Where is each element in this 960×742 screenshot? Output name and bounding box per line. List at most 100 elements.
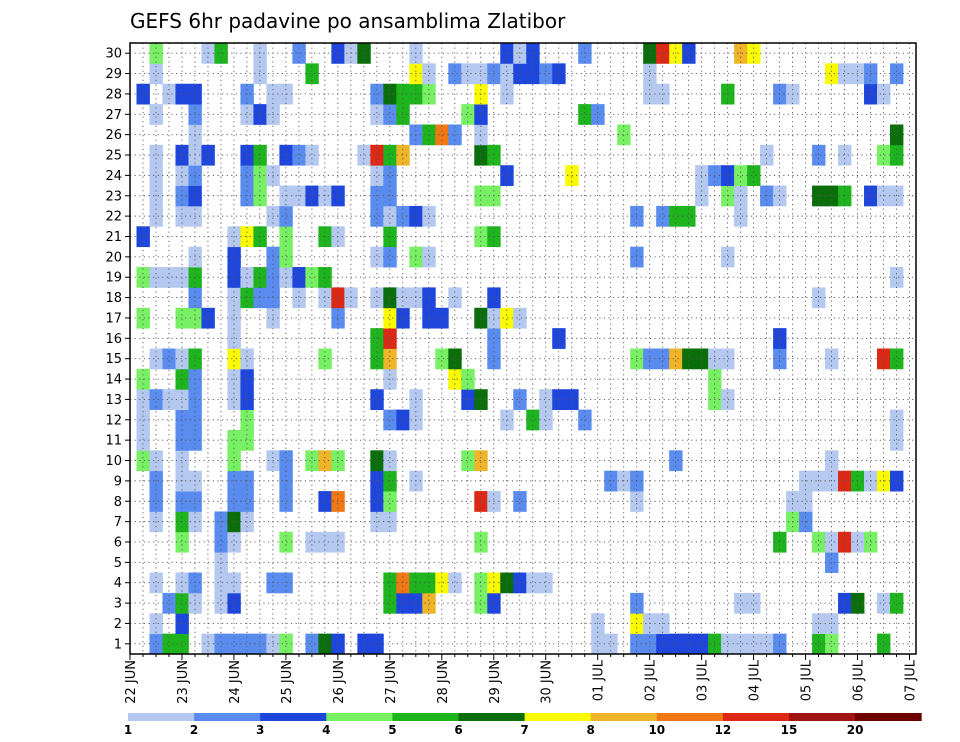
- heatmap-cell: [318, 531, 332, 553]
- heatmap-cell: [253, 63, 267, 85]
- y-tick-label: 19: [105, 271, 122, 286]
- heatmap-cell: [227, 450, 241, 472]
- heatmap-cell: [214, 531, 228, 553]
- x-tick-label: 07 JUL: [904, 659, 919, 701]
- y-tick-label: 22: [105, 210, 122, 225]
- heatmap-cell: [292, 267, 306, 288]
- heatmap-cell: [370, 144, 384, 166]
- heatmap-cell: [318, 491, 332, 512]
- heatmap-cell: [279, 633, 293, 655]
- legend-label: 20: [847, 723, 864, 737]
- heatmap-cell: [747, 633, 761, 655]
- heatmap-cell: [474, 592, 488, 614]
- y-tick-label: 23: [105, 189, 122, 204]
- heatmap-cell: [279, 450, 293, 472]
- heatmap-cell: [513, 63, 527, 85]
- heatmap-cell: [461, 389, 475, 410]
- heatmap-cell: [656, 348, 670, 370]
- heatmap-cell: [591, 633, 605, 655]
- heatmap-cell: [825, 531, 839, 553]
- legend-label: 10: [648, 723, 665, 737]
- heatmap-cell: [526, 63, 540, 85]
- heatmap-cell: [370, 450, 384, 472]
- y-tick-label: 29: [105, 67, 122, 82]
- heatmap-cell: [474, 389, 488, 410]
- heatmap-cell: [240, 165, 254, 186]
- heatmap-cell: [890, 267, 904, 288]
- heatmap-cell: [227, 267, 241, 288]
- heatmap-cell: [201, 633, 215, 655]
- heatmap-cell: [604, 633, 618, 655]
- heatmap-cell: [162, 267, 176, 288]
- heatmap-cell: [448, 287, 462, 309]
- heatmap-cell: [877, 633, 891, 655]
- heatmap-cell: [825, 348, 839, 370]
- legend-label: 1: [124, 723, 132, 737]
- heatmap-cell: [890, 124, 904, 146]
- heatmap-cell: [513, 572, 527, 594]
- heatmap-cell: [149, 205, 163, 227]
- heatmap-cell: [734, 592, 748, 614]
- legend-swatch: [789, 713, 856, 721]
- x-tick-label: 25 JUN: [280, 660, 295, 704]
- legend-label: 2: [190, 723, 198, 737]
- heatmap-cell: [227, 429, 241, 451]
- heatmap-cell: [370, 287, 384, 309]
- heatmap-cell: [136, 450, 150, 472]
- heatmap-cell: [461, 104, 475, 125]
- heatmap-cell: [539, 389, 553, 410]
- heatmap-cell: [149, 63, 163, 85]
- heatmap-cell: [175, 165, 189, 186]
- heatmap-cell: [461, 63, 475, 85]
- heatmap-cell: [279, 246, 293, 268]
- heatmap-cell: [149, 633, 163, 655]
- heatmap-cell: [240, 287, 254, 309]
- heatmap-cell: [448, 348, 462, 370]
- heatmap-cell: [435, 307, 449, 329]
- heatmap-cell: [383, 572, 397, 594]
- legend-label: 3: [256, 723, 264, 737]
- heatmap-cell: [383, 491, 397, 512]
- heatmap-cell: [578, 104, 592, 125]
- x-tick-label: 29 JUN: [488, 660, 503, 704]
- y-tick-label: 14: [105, 373, 122, 388]
- heatmap-cell: [253, 165, 267, 186]
- heatmap-cell: [279, 144, 293, 166]
- heatmap-cell: [136, 409, 150, 431]
- heatmap-cell: [279, 267, 293, 288]
- heatmap-cell: [383, 144, 397, 166]
- color-legend: 1 2 3 4 5 6 7 8 10 12 15 20: [124, 713, 922, 737]
- heatmap-cell: [370, 389, 384, 410]
- heatmap-cell: [656, 205, 670, 227]
- heatmap-cell: [305, 267, 319, 288]
- heatmap-cell: [383, 450, 397, 472]
- heatmap-cell: [877, 144, 891, 166]
- heatmap-cell: [682, 205, 696, 227]
- legend-swatch: [326, 713, 393, 721]
- heatmap-cell: [474, 491, 488, 512]
- heatmap-cell: [214, 633, 228, 655]
- heatmap-cell: [318, 450, 332, 472]
- heatmap-cell: [734, 633, 748, 655]
- heatmap-cell: [136, 307, 150, 329]
- heatmap-cell: [149, 267, 163, 288]
- y-tick-label: 8: [114, 495, 122, 510]
- heatmap-cell: [695, 165, 709, 186]
- heatmap-cell: [760, 144, 774, 166]
- heatmap-cell: [227, 246, 241, 268]
- x-tick-label: 02 JUL: [644, 659, 659, 701]
- heatmap-cell: [253, 287, 267, 309]
- legend-label: 7: [520, 723, 528, 737]
- legend-label: 8: [587, 723, 595, 737]
- heatmap-cell: [396, 572, 410, 594]
- heatmap-cell: [617, 124, 631, 146]
- heatmap-cell: [305, 63, 319, 85]
- y-tick-label: 17: [105, 311, 122, 326]
- heatmap-cell: [175, 572, 189, 594]
- chart-title: GEFS 6hr padavine po ansamblima Zlatibor: [130, 9, 566, 33]
- heatmap-cell: [240, 429, 254, 451]
- heatmap-cell: [214, 592, 228, 614]
- heatmap-cell: [305, 450, 319, 472]
- heatmap-cell: [279, 531, 293, 553]
- heatmap-cell: [539, 409, 553, 431]
